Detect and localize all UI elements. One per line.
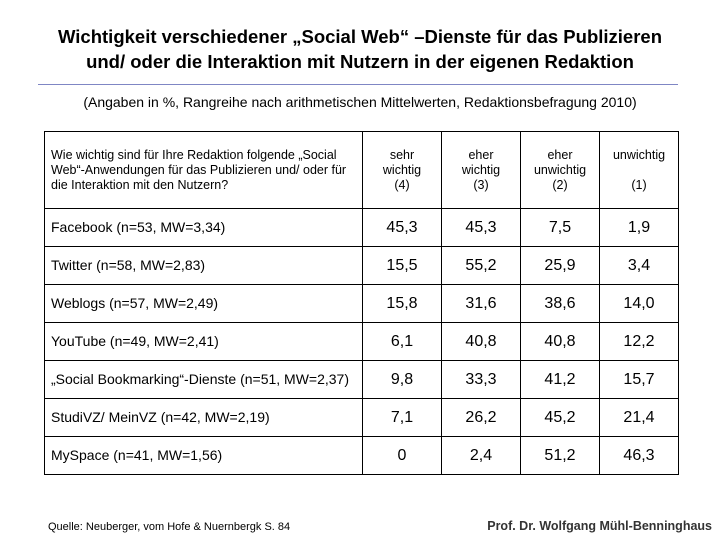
cell-value: 0: [362, 436, 442, 475]
cell-value: 46,3: [599, 436, 679, 475]
table-row: „Social Bookmarking“-Dienste (n=51, MW=2…: [44, 360, 679, 399]
cell-value: 45,3: [362, 208, 442, 247]
cell-value: 40,8: [441, 322, 521, 361]
table-row: StudiVZ/ MeinVZ (n=42, MW=2,19) 7,1 26,2…: [44, 398, 679, 437]
cell-value: 14,0: [599, 284, 679, 323]
table-header-row: Wie wichtig sind für Ihre Redaktion folg…: [44, 131, 679, 209]
slide-title: Wichtigkeit verschiedener „Social Web“ –…: [0, 24, 720, 74]
cell-value: 21,4: [599, 398, 679, 437]
cell-value: 3,4: [599, 246, 679, 285]
cell-value: 38,6: [520, 284, 600, 323]
source-note: Quelle: Neuberger, vom Hofe & Nuernbergk…: [48, 521, 291, 533]
cell-value: 1,9: [599, 208, 679, 247]
slide-title-line-1: Wichtigkeit verschiedener „Social Web“ –…: [57, 26, 662, 47]
column-header-sehr-wichtig: sehr wichtig (4): [362, 131, 442, 209]
cell-value: 6,1: [362, 322, 442, 361]
row-label: Twitter (n=58, MW=2,83): [44, 246, 363, 285]
cell-value: 45,3: [441, 208, 521, 247]
cell-value: 33,3: [441, 360, 521, 399]
table-row: MySpace (n=41, MW=1,56) 0 2,4 51,2 46,3: [44, 436, 679, 475]
table-row: Facebook (n=53, MW=3,34) 45,3 45,3 7,5 1…: [44, 208, 679, 247]
row-label: Weblogs (n=57, MW=2,49): [44, 284, 363, 323]
slide-title-line-2: und/ oder die Interaktion mit Nutzern in…: [86, 51, 634, 72]
cell-value: 15,7: [599, 360, 679, 399]
cell-value: 12,2: [599, 322, 679, 361]
cell-value: 9,8: [362, 360, 442, 399]
table-row: YouTube (n=49, MW=2,41) 6,1 40,8 40,8 12…: [44, 322, 679, 361]
cell-value: 51,2: [520, 436, 600, 475]
row-label: StudiVZ/ MeinVZ (n=42, MW=2,19): [44, 398, 363, 437]
cell-value: 7,5: [520, 208, 600, 247]
cell-value: 15,8: [362, 284, 442, 323]
cell-value: 40,8: [520, 322, 600, 361]
cell-value: 7,1: [362, 398, 442, 437]
slide-subtitle: (Angaben in %, Rangreihe nach arithmetis…: [83, 94, 637, 110]
row-label: „Social Bookmarking“-Dienste (n=51, MW=2…: [44, 360, 363, 399]
row-label: YouTube (n=49, MW=2,41): [44, 322, 363, 361]
results-table: Wie wichtig sind für Ihre Redaktion folg…: [44, 131, 679, 475]
column-header-eher-wichtig: eher wichtig (3): [441, 131, 521, 209]
question-header: Wie wichtig sind für Ihre Redaktion folg…: [44, 131, 363, 209]
cell-value: 41,2: [520, 360, 600, 399]
column-header-unwichtig: unwichtig (1): [599, 131, 679, 209]
cell-value: 2,4: [441, 436, 521, 475]
cell-value: 26,2: [441, 398, 521, 437]
cell-value: 45,2: [520, 398, 600, 437]
title-divider: [38, 84, 678, 85]
author-credit: Prof. Dr. Wolfgang Mühl-Benninghaus: [487, 519, 712, 533]
cell-value: 15,5: [362, 246, 442, 285]
row-label: Facebook (n=53, MW=3,34): [44, 208, 363, 247]
cell-value: 55,2: [441, 246, 521, 285]
row-label: MySpace (n=41, MW=1,56): [44, 436, 363, 475]
table-row: Twitter (n=58, MW=2,83) 15,5 55,2 25,9 3…: [44, 246, 679, 285]
cell-value: 25,9: [520, 246, 600, 285]
table-row: Weblogs (n=57, MW=2,49) 15,8 31,6 38,6 1…: [44, 284, 679, 323]
column-header-eher-unwichtig: eher unwichtig (2): [520, 131, 600, 209]
cell-value: 31,6: [441, 284, 521, 323]
